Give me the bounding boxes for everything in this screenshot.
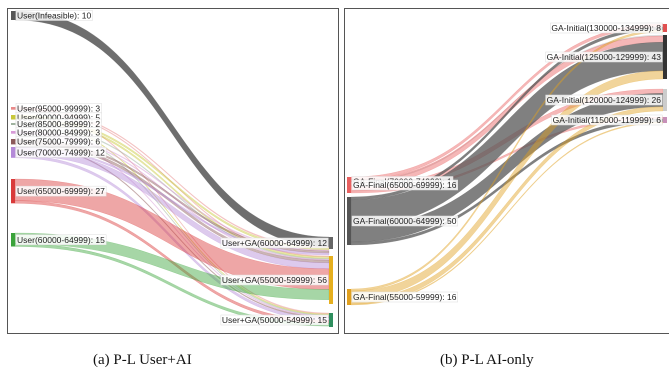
flow-user-70000-74999-to-user-ga-60000-64999 — [14, 146, 330, 256]
label-user-60000-64999-background — [15, 234, 107, 245]
label-user-infeasible-group: User(Infeasible): 10 — [15, 10, 93, 21]
node-ga-initial-125000-129999 — [663, 35, 667, 79]
label-ga-final-55000-59999-background — [351, 291, 459, 303]
node-ga-final-60000-64999 — [347, 197, 351, 245]
flow-user-80000-84999-to-user-ga-60000-64999 — [14, 130, 330, 252]
flow-ga-final-60000-64999-to-ga-initial-125000-129999 — [350, 41, 664, 228]
node-user-ga-55000-59999 — [329, 256, 333, 304]
label-user-infeasible: User(Infeasible): 10 — [17, 11, 91, 21]
label-ga-final-65000-69999-background — [351, 179, 459, 191]
labels-user-ai: User(Infeasible): 10 User(95000-99999): 3… — [15, 10, 329, 326]
label-user-70000-74999-background — [15, 147, 107, 158]
node-ga-initial-120000-124999 — [663, 89, 667, 111]
label-user-ga-60000-64999-background — [220, 237, 329, 249]
label-user-75000-79999-group: User(75000-79999): 6 — [15, 136, 102, 147]
label-user-70000-74999: User(70000-74999): 12 — [17, 147, 105, 157]
caption-user-ai: (a) P-L User+AI — [93, 352, 192, 368]
node-ga-final-65000-69999 — [347, 177, 351, 193]
sankey-diagram-ai-only: GA-Final(70000-74999): 1GA-Final(65000-6… — [347, 22, 667, 306]
label-ga-final-65000-69999: GA-Final(65000-69999): 16 — [353, 180, 457, 190]
label-ga-initial-120000-124999-background — [545, 94, 663, 106]
label-ga-initial-120000-124999: GA-Initial(120000-124999): 26 — [547, 95, 662, 105]
caption-ai-only: (b) P-L AI-only — [440, 352, 534, 368]
label-user-70000-74999-group: User(70000-74999): 12 — [15, 147, 107, 158]
label-user-ga-50000-54999: User+GA(50000-54999): 15 — [222, 315, 327, 325]
label-ga-initial-115000-119999-background — [551, 114, 663, 126]
label-user-85000-89999: User(85000-89999): 2 — [17, 119, 100, 129]
label-user-ga-50000-54999-background — [220, 314, 329, 326]
label-ga-initial-125000-129999-background — [545, 51, 663, 63]
label-ga-initial-115000-119999-group: GA-Initial(115000-119999): 6 — [551, 114, 663, 126]
label-user-ga-60000-64999: User+GA(60000-64999): 12 — [222, 238, 327, 248]
node-ga-initial-130000-134999 — [663, 24, 667, 32]
label-user-ga-55000-59999-background — [220, 274, 329, 286]
label-ga-final-55000-59999-group: GA-Final(55000-59999): 16 — [351, 291, 459, 303]
label-user-ga-50000-54999-group: User+GA(50000-54999): 15 — [220, 314, 329, 326]
flows-ai-only — [350, 23, 664, 306]
node-user-infeasible — [11, 11, 15, 20]
node-ga-initial-115000-119999 — [663, 117, 667, 123]
sankey-panel-ai-only: GA-Final(70000-74999): 1GA-Final(65000-6… — [344, 8, 669, 334]
label-ga-initial-130000-134999-group: GA-Initial(130000-134999): 8 — [550, 22, 663, 34]
flow-user-90000-94999-to-user-ga-60000-64999 — [14, 114, 330, 251]
node-user-90000-94999 — [11, 115, 15, 120]
label-ga-initial-130000-134999: GA-Initial(130000-134999): 8 — [551, 23, 661, 33]
label-ga-final-60000-64999: GA-Final(60000-64999): 50 — [353, 216, 457, 226]
nodes-ai-only — [347, 24, 667, 305]
label-user-75000-79999-background — [15, 136, 102, 147]
sankey-diagram-user-ai: User(Infeasible): 10 User(95000-99999): 3… — [11, 10, 333, 327]
label-user-80000-84999: User(80000-84999): 3 — [17, 127, 100, 137]
label-ga-initial-130000-134999-background — [550, 22, 663, 34]
label-user-65000-69999-group: User(65000-69999): 27 — [15, 185, 107, 197]
node-user-ga-60000-64999 — [329, 237, 333, 249]
label-ga-final-55000-59999: GA-Final(55000-59999): 16 — [353, 292, 457, 302]
label-user-ga-55000-59999-group: User+GA(55000-59999): 56 — [220, 274, 329, 286]
label-user-ga-60000-64999-group: User+GA(60000-64999): 12 — [220, 237, 329, 249]
label-ga-initial-120000-124999-group: GA-Initial(120000-124999): 26 — [545, 94, 663, 106]
node-user-65000-69999 — [11, 179, 15, 204]
label-ga-final-60000-64999-group: GA-Final(60000-64999): 50 — [351, 215, 459, 227]
node-ga-final-55000-59999 — [347, 289, 351, 305]
label-ga-initial-115000-119999: GA-Initial(115000-119999): 6 — [553, 115, 662, 125]
label-user-60000-64999-group: User(60000-64999): 15 — [15, 234, 107, 245]
label-user-95000-99999: User(95000-99999): 3 — [17, 103, 100, 113]
label-ga-initial-125000-129999-group: GA-Initial(125000-129999): 43 — [545, 51, 663, 63]
label-user-90000-94999: User(90000-94999): 5 — [17, 112, 100, 122]
node-user-70000-74999 — [11, 147, 15, 158]
flow-user-75000-79999-to-user-ga-60000-64999 — [14, 138, 330, 254]
label-user-infeasible-background — [15, 10, 93, 21]
label-user-65000-69999-background — [15, 185, 107, 197]
node-user-95000-99999 — [11, 107, 15, 110]
node-user-80000-84999 — [11, 131, 15, 134]
label-ga-initial-125000-129999: GA-Initial(125000-129999): 43 — [547, 52, 662, 62]
sankey-panel-user-ai: User(Infeasible): 10 User(95000-99999): 3… — [7, 8, 339, 334]
label-user-ga-55000-59999: User+GA(55000-59999): 56 — [222, 275, 327, 285]
node-user-60000-64999 — [11, 233, 15, 247]
label-user-75000-79999: User(75000-79999): 6 — [17, 137, 100, 147]
flows-user-ai — [14, 10, 330, 327]
label-ga-final-60000-64999-background — [351, 215, 459, 227]
labels-ai-only: GA-Final(70000-74999): 1GA-Final(65000-6… — [351, 22, 663, 303]
node-user-ga-50000-54999 — [329, 313, 333, 327]
label-ga-final-65000-69999-group: GA-Final(65000-69999): 16 — [351, 179, 459, 191]
label-user-65000-69999: User(65000-69999): 27 — [17, 186, 105, 196]
nodes-user-ai — [11, 11, 333, 327]
node-user-85000-89999 — [11, 123, 15, 125]
label-user-60000-64999: User(60000-64999): 15 — [17, 235, 105, 245]
node-user-75000-79999 — [11, 139, 15, 145]
